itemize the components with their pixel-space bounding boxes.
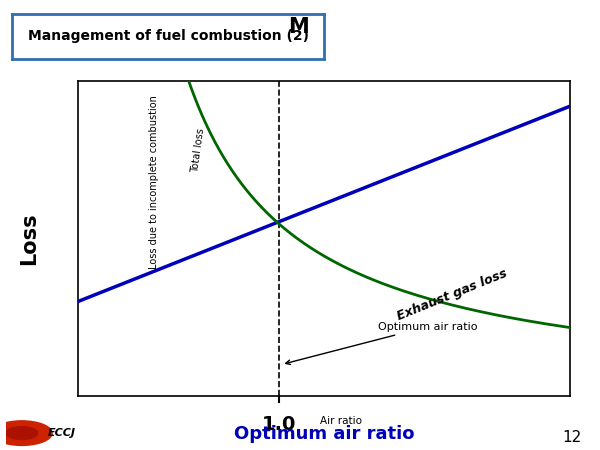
Text: Loss due to incomplete combustion: Loss due to incomplete combustion: [149, 95, 159, 269]
Text: Loss: Loss: [19, 212, 39, 265]
Text: 1.0: 1.0: [262, 415, 296, 434]
Text: Optimum air ratio: Optimum air ratio: [286, 322, 477, 365]
Text: Total loss: Total loss: [190, 127, 206, 173]
Text: Optimum air ratio: Optimum air ratio: [234, 425, 414, 443]
Text: Management of fuel combustion (2): Management of fuel combustion (2): [28, 29, 308, 43]
Text: 12: 12: [563, 431, 582, 446]
Text: M: M: [288, 17, 309, 37]
Text: Exhaust gas loss: Exhaust gas loss: [395, 267, 509, 323]
Circle shape: [6, 427, 38, 440]
Text: Air ratio: Air ratio: [320, 417, 362, 427]
Circle shape: [0, 421, 52, 446]
Text: ECCJ: ECCJ: [48, 428, 76, 438]
